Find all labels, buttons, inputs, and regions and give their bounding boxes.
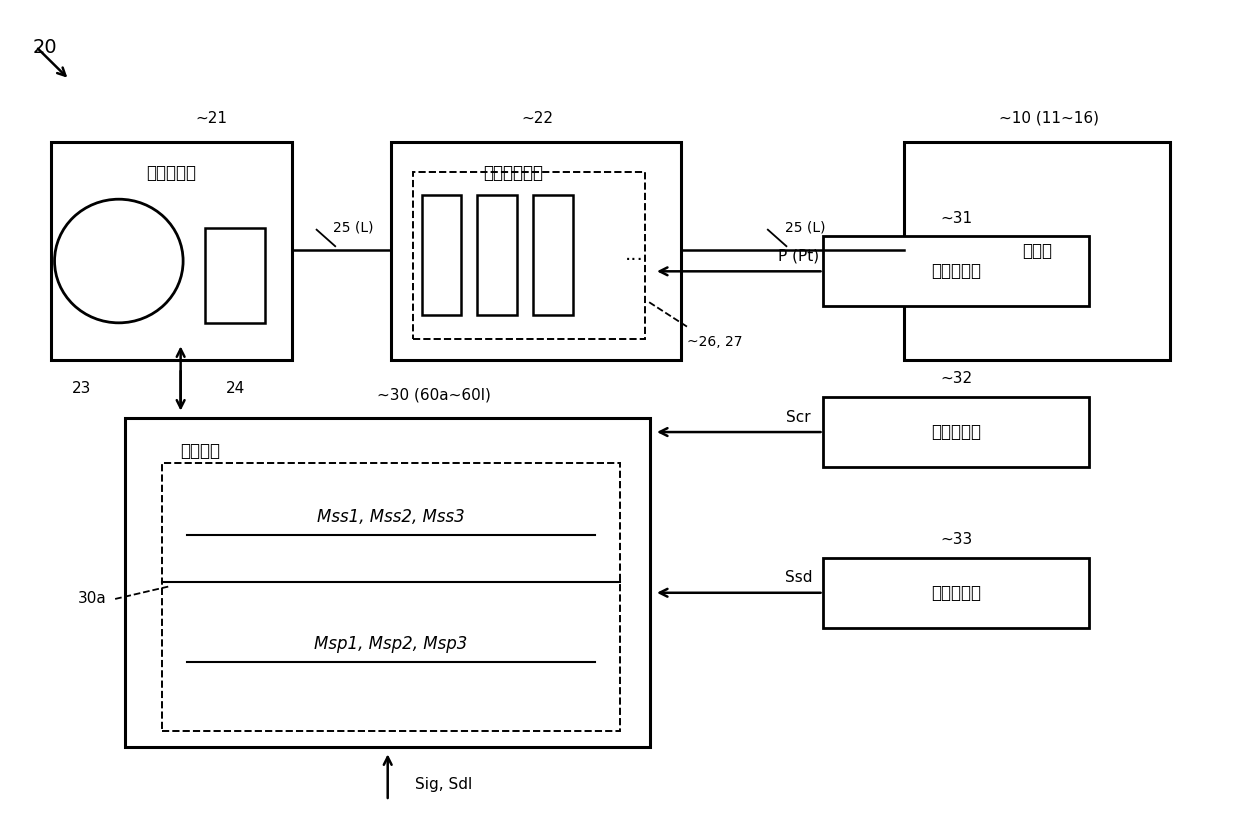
Text: Msp1, Msp2, Msp3: Msp1, Msp2, Msp3 [315,635,467,653]
Bar [824,557,1089,628]
Text: 30a: 30a [78,591,107,606]
Text: ~22: ~22 [522,111,554,126]
Text: 压力传感器: 压力传感器 [932,262,981,280]
Bar [51,141,292,360]
Text: 控制装置: 控制装置 [181,442,221,460]
Text: ~10 (11~16): ~10 (11~16) [999,111,1099,126]
Bar [824,237,1089,306]
Bar [477,195,517,314]
Text: Scr: Scr [787,409,812,425]
Bar [413,172,646,339]
Text: ~26, 27: ~26, 27 [688,335,743,349]
Text: 23: 23 [72,381,92,396]
Text: P (Pt): P (Pt) [778,249,819,264]
Text: Ssd: Ssd [786,571,813,586]
Text: 空气袋: 空气袋 [1022,241,1052,260]
Text: ...: ... [624,246,644,265]
Text: ~32: ~32 [940,371,973,386]
Bar [206,228,265,323]
Text: 20: 20 [32,39,57,58]
Bar [824,397,1089,467]
Text: 25 (L): 25 (L) [333,220,374,234]
Bar [421,195,461,314]
Text: 24: 24 [225,381,244,396]
Text: 吸排气阀装置: 吸排气阀装置 [483,164,543,182]
Text: ~21: ~21 [196,111,228,126]
Text: Sig, Sdl: Sig, Sdl [415,777,472,792]
Bar [390,141,681,360]
Bar [162,463,620,731]
Text: 25 (L): 25 (L) [784,220,825,234]
Text: 就坐传感器: 就坐传感器 [932,584,981,602]
Text: ~33: ~33 [940,532,973,547]
Text: 空气泵装置: 空气泵装置 [146,164,196,182]
Bar [125,418,650,748]
Bar [903,141,1170,360]
Text: ~31: ~31 [940,211,973,226]
Text: Mss1, Mss2, Mss3: Mss1, Mss2, Mss3 [317,508,465,525]
Ellipse shape [55,199,183,323]
Text: 操作输入部: 操作输入部 [932,423,981,441]
Text: ~30 (60a~60l): ~30 (60a~60l) [377,387,491,402]
Bar [533,195,572,314]
